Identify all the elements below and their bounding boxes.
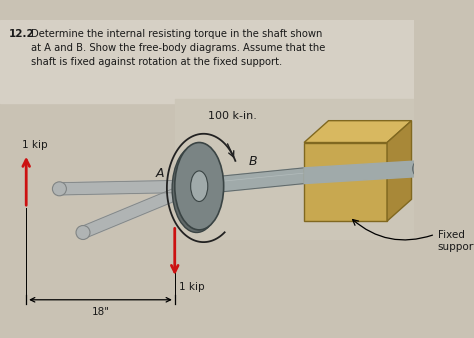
- Ellipse shape: [76, 225, 90, 240]
- Text: Determine the internal resisting torque in the shaft shown
at A and B. Show the : Determine the internal resisting torque …: [31, 29, 326, 67]
- Ellipse shape: [191, 171, 208, 201]
- Polygon shape: [59, 180, 195, 195]
- Text: B: B: [249, 155, 258, 168]
- Bar: [304, 143, 387, 221]
- Ellipse shape: [53, 182, 66, 196]
- Text: 12.2: 12.2: [9, 29, 35, 39]
- Text: 1 kip: 1 kip: [22, 140, 47, 149]
- Text: 100 k-in.: 100 k-in.: [208, 111, 257, 121]
- Ellipse shape: [412, 161, 424, 176]
- Text: A: A: [155, 167, 164, 179]
- Polygon shape: [387, 121, 411, 221]
- Polygon shape: [199, 168, 304, 194]
- Text: Fixed
support: Fixed support: [438, 230, 474, 252]
- Text: 18": 18": [91, 307, 109, 317]
- Text: 1 kip: 1 kip: [179, 282, 205, 292]
- Polygon shape: [175, 99, 414, 239]
- Polygon shape: [304, 121, 411, 143]
- Ellipse shape: [172, 145, 221, 233]
- Ellipse shape: [175, 143, 224, 230]
- Bar: [0, 20, 414, 103]
- Polygon shape: [304, 161, 419, 184]
- Polygon shape: [81, 180, 197, 238]
